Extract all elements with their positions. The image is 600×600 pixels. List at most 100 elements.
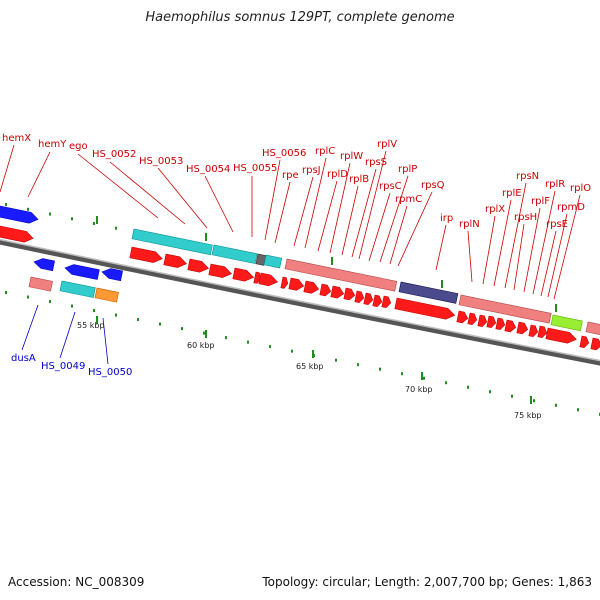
forward-cds-arrow-5 bbox=[232, 267, 255, 282]
gene-block-HS_0050-upper bbox=[101, 268, 123, 282]
leader-line-top-1 bbox=[0, 144, 15, 193]
leader-line-top-14 bbox=[341, 185, 359, 256]
gene-label-rpmD: rpmD bbox=[557, 202, 585, 213]
scale-label-60kbp: 60 kbp bbox=[187, 341, 215, 350]
gene-label-rplO: rplO bbox=[570, 183, 591, 194]
gene-label-ego: ego bbox=[69, 141, 88, 152]
scale-label-55kbp: 55 kbp bbox=[77, 321, 105, 330]
leader-line-top-17 bbox=[368, 192, 391, 262]
gene-label-rplE: rplE bbox=[502, 188, 522, 199]
leader-line-top-8 bbox=[264, 159, 281, 241]
gene-block-HS_0056 bbox=[263, 254, 283, 269]
leader-line-bottom-1 bbox=[21, 304, 39, 351]
tick-dot-lower bbox=[577, 408, 579, 412]
gene-block-HS_0049-upper bbox=[64, 264, 100, 280]
leader-line-top-11 bbox=[304, 157, 327, 249]
tick-dot-lower bbox=[203, 331, 205, 335]
gene-block-dusA-upper bbox=[33, 258, 55, 272]
gene-block-dusA bbox=[28, 276, 53, 292]
gene-label-rpsS: rpsS bbox=[365, 157, 387, 168]
leader-line-top-2 bbox=[27, 151, 51, 198]
genome-backbone bbox=[0, 238, 600, 366]
leader-line-top-13 bbox=[329, 162, 351, 254]
leader-line-top-29 bbox=[540, 230, 557, 297]
leader-line-top-4 bbox=[109, 161, 186, 225]
gene-label-rpsC: rpsC bbox=[379, 181, 402, 192]
leader-line-top-12 bbox=[317, 180, 338, 252]
leader-line-top-10 bbox=[293, 176, 314, 247]
gene-label-HS_0056: HS_0056 bbox=[262, 148, 306, 159]
gene-label-rpsJ: rpsJ bbox=[302, 165, 321, 176]
topology-summary: Topology: circular; Length: 2,007,700 bp… bbox=[262, 575, 592, 589]
gene-block-rplO bbox=[585, 321, 600, 337]
gene-block-rplN-rpsE bbox=[458, 294, 552, 324]
leader-line-top-15 bbox=[351, 168, 377, 258]
gene-label-rpsN: rpsN bbox=[516, 171, 539, 182]
gene-label-HS_0053: HS_0053 bbox=[139, 156, 183, 167]
gene-label-rplR: rplR bbox=[545, 179, 565, 190]
tick-dot-lower bbox=[269, 345, 271, 349]
major-tick-lower-5 bbox=[530, 396, 532, 404]
forward-cds-arrow-20 bbox=[467, 312, 478, 325]
forward-cds-arrow-3 bbox=[187, 258, 210, 273]
gene-block-rpe-rplV bbox=[284, 258, 398, 292]
major-tick-upper-5 bbox=[555, 304, 557, 312]
tick-dot-lower bbox=[335, 358, 337, 362]
tick-dot-lower bbox=[93, 309, 95, 313]
gene-label-HS_0050: HS_0050 bbox=[88, 367, 132, 378]
leader-line-top-30 bbox=[547, 213, 568, 298]
tick-dot-lower bbox=[27, 295, 29, 299]
tick-dot-upper bbox=[49, 212, 51, 216]
tick-dot-lower bbox=[159, 322, 161, 326]
map-title: Haemophilus somnus 129PT, complete genom… bbox=[145, 10, 455, 25]
gene-label-HS_0052: HS_0052 bbox=[92, 149, 136, 160]
forward-cds-arrow-30 bbox=[590, 337, 600, 351]
bottom-gene-labels: dusA HS_0049 HS_0050 bbox=[11, 353, 132, 378]
forward-cds-arrow-9 bbox=[288, 277, 305, 291]
major-tick-upper-3 bbox=[331, 257, 333, 265]
gene-label-irp: irp bbox=[440, 213, 453, 224]
tick-dot-lower bbox=[247, 340, 249, 344]
leader-line-top-22 bbox=[467, 230, 473, 283]
forward-cds-arrow-24 bbox=[504, 319, 517, 333]
leader-line-top-31 bbox=[553, 194, 581, 300]
gene-label-rplP: rplP bbox=[398, 164, 417, 175]
accession-text: Accession: NC_008309 bbox=[8, 575, 145, 589]
forward-cds-arrow-8 bbox=[280, 276, 289, 289]
tick-dot-lower bbox=[511, 394, 513, 398]
forward-cds-arrow-13 bbox=[343, 287, 356, 301]
tick-dot-upper bbox=[71, 217, 73, 221]
leader-line-bottom-2 bbox=[59, 311, 76, 359]
gene-label-rplW: rplW bbox=[340, 151, 363, 162]
major-tick-lower-1 bbox=[96, 316, 98, 324]
forward-cds-arrow-19 bbox=[456, 310, 469, 324]
forward-cds-arrow-4 bbox=[208, 263, 232, 278]
leader-line-top-19 bbox=[389, 205, 408, 265]
gene-label-rplV: rplV bbox=[377, 139, 397, 150]
tick-dot-lower bbox=[357, 363, 359, 367]
forward-cds-arrow-1 bbox=[129, 246, 163, 263]
gene-features bbox=[0, 204, 600, 351]
top-gene-labels: hemX hemY ego HS_0052 HS_0053 HS_0054 HS… bbox=[2, 133, 591, 230]
forward-cds-arrow-23 bbox=[495, 317, 506, 330]
gene-label-HS_0049: HS_0049 bbox=[41, 361, 85, 372]
tick-dot-lower bbox=[291, 349, 293, 353]
forward-cds-arrow-26 bbox=[528, 324, 539, 337]
forward-cds-arrow-14 bbox=[354, 290, 365, 303]
gene-label-rpe: rpe bbox=[282, 170, 299, 181]
gene-label-rplN: rplN bbox=[459, 219, 480, 230]
tick-dot-lower bbox=[71, 304, 73, 308]
forward-cds-arrow-25 bbox=[516, 321, 529, 335]
leader-line-top-6 bbox=[204, 175, 234, 233]
gene-label-dusA: dusA bbox=[11, 353, 36, 364]
gene-label-rpmC: rpmC bbox=[395, 194, 422, 205]
tick-dot-upper bbox=[27, 207, 29, 211]
forward-cds-arrow-21 bbox=[477, 314, 488, 327]
leader-line-top-25 bbox=[504, 182, 527, 289]
tick-dot-lower bbox=[467, 385, 469, 389]
forward-cds-arrow-2 bbox=[163, 253, 187, 268]
label-leader-lines bbox=[0, 144, 581, 365]
forward-cds-arrow-7 bbox=[258, 272, 279, 287]
leader-line-top-16 bbox=[358, 150, 387, 260]
